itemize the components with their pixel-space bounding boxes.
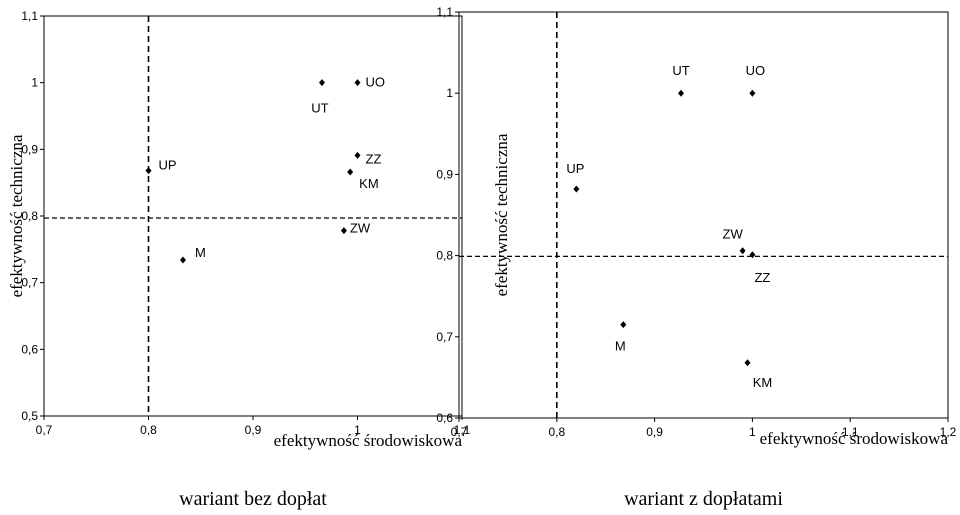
x-tick-label: 1 — [354, 423, 361, 437]
data-point-m — [179, 256, 186, 264]
y-axis-label: efektywność techniczna — [7, 134, 26, 297]
x-tick-label: 0,7 — [451, 425, 468, 439]
point-label-zw: ZW — [350, 221, 371, 236]
y-tick-label: 0,6 — [21, 342, 38, 356]
chart-wariant-z-doplatami: 0,60,70,80,911,10,7 0,8 0,9 1 1,1 1,2UT UOUPZW… — [436, 5, 956, 510]
data-point-zw — [340, 227, 347, 235]
data-point-km — [744, 359, 751, 367]
point-label-m: M — [195, 245, 206, 260]
point-label-uo: UO — [746, 63, 766, 78]
point-label-ut: UT — [672, 63, 689, 78]
y-tick-label: 0,7 — [436, 330, 453, 344]
point-label-zw: ZW — [723, 227, 744, 242]
y-tick-label: 0,7 — [21, 276, 38, 290]
point-label-zz: ZZ — [754, 270, 770, 285]
x-axis-label: efektywność środowiskowa — [760, 429, 949, 448]
data-point-zw — [739, 247, 746, 255]
point-label-up: UP — [566, 161, 584, 176]
data-point-up — [145, 167, 152, 175]
data-point-uo — [354, 79, 361, 87]
x-axis-label: efektywność środowiskowa — [274, 431, 463, 450]
y-tick-label: 1,1 — [436, 5, 453, 19]
chart-caption: wariant bez dopłat — [179, 488, 327, 510]
data-point-m — [620, 321, 627, 329]
y-tick-label: 1,1 — [21, 9, 38, 23]
point-label-ut: UT — [311, 101, 328, 116]
data-point-ut — [678, 89, 685, 97]
point-label-m: M — [615, 339, 626, 354]
y-tick-label: 1 — [31, 76, 38, 90]
x-tick-label: 0,8 — [548, 425, 565, 439]
x-tick-label: 1,1 — [454, 423, 471, 437]
x-tick-label: 1,1 — [842, 425, 859, 439]
point-label-km: KM — [753, 375, 773, 390]
x-tick-label: 0,9 — [646, 425, 663, 439]
plot-frame — [43, 15, 463, 417]
point-label-up: UP — [159, 158, 177, 173]
y-tick-label: 1 — [446, 86, 453, 100]
chart-caption: wariant z dopłatami — [624, 488, 783, 510]
y-axis-label: efektywność techniczna — [492, 133, 511, 296]
data-point-zz — [354, 151, 361, 159]
y-tick-label: 0,6 — [436, 411, 453, 425]
y-tick-label: 0,8 — [21, 209, 38, 223]
y-tick-label: 0,5 — [21, 409, 38, 423]
data-point-zz — [749, 251, 756, 259]
point-label-km: KM — [359, 176, 379, 191]
point-label-uo: UO — [366, 75, 386, 90]
data-point-km — [347, 168, 354, 176]
y-tick-label: 0,9 — [21, 142, 38, 156]
y-tick-label: 0,8 — [436, 249, 453, 263]
data-point-uo — [749, 89, 756, 97]
x-tick-label: 1 — [749, 425, 756, 439]
x-tick-label: 1,2 — [940, 425, 957, 439]
x-tick-label: 0,8 — [140, 423, 157, 437]
point-label-zz: ZZ — [366, 151, 382, 166]
x-tick-label: 0,7 — [36, 423, 53, 437]
data-point-ut — [318, 79, 325, 87]
data-point-up — [573, 185, 580, 193]
plot-frame — [458, 11, 949, 419]
y-tick-label: 0,9 — [436, 167, 453, 181]
x-tick-label: 0,9 — [245, 423, 262, 437]
